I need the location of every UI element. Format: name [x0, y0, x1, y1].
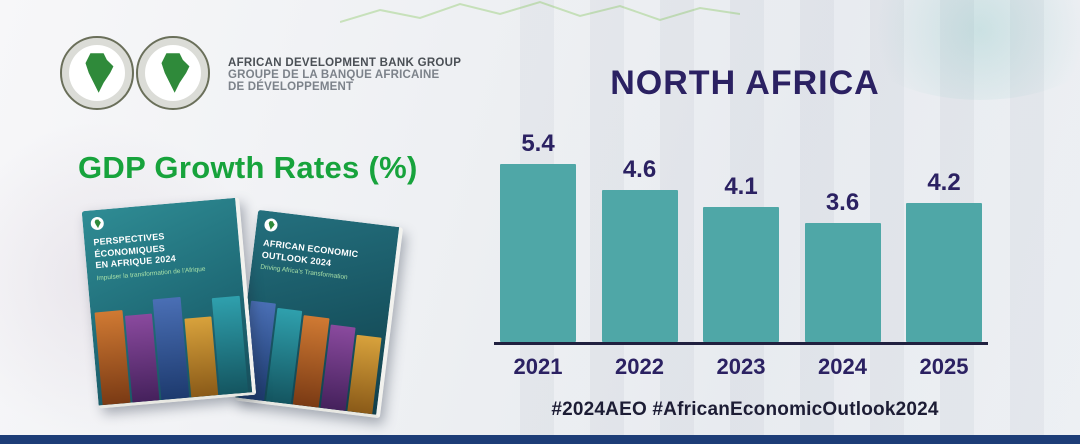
bank-group-name: AFRICAN DEVELOPMENT BANK GROUP GROUPE DE… — [228, 53, 461, 93]
hashtags-text: #2024AEO #AfricanEconomicOutlook2024 — [551, 399, 939, 420]
bar — [906, 203, 982, 342]
bank-group-line2: GROUPE DE LA BANQUE AFRICAINE — [228, 69, 440, 81]
bar — [601, 190, 678, 342]
montage-strip — [152, 296, 190, 401]
montage-strip — [184, 316, 219, 398]
bar-column: 5.4 — [500, 130, 576, 342]
cover-header — [255, 210, 399, 250]
trend-line-decoration-icon — [340, 0, 740, 23]
aeo-french-cover: PERSPECTIVES ÉCONOMIQUES EN AFRIQUE 2024… — [81, 197, 257, 409]
gdp-bar-chart: 5.4 4.6 4.1 3.6 4.2 2021 2022 2023 2024 2025 — [494, 126, 988, 380]
africa-map-icon — [85, 53, 114, 93]
afdb-mini-logo-icon — [263, 217, 279, 233]
bar-column: 4.6 — [601, 156, 678, 342]
year-label: 2021 — [513, 354, 563, 379]
afdb-mini-logo-icon — [90, 216, 105, 231]
afdb-logo-icon — [60, 36, 134, 110]
x-axis-line — [494, 342, 988, 345]
year-label: 2025 — [919, 354, 969, 379]
aeo-english-cover: AFRICAN ECONOMIC OUTLOOK 2024 Driving Af… — [234, 209, 404, 419]
bar-column: 4.1 — [703, 173, 779, 342]
bar-chart: 5.4 4.6 4.1 3.6 4.2 — [494, 126, 988, 342]
x-axis-labels: 2021 2022 2023 2024 2025 — [494, 354, 988, 380]
montage-strip — [212, 295, 249, 395]
bar — [804, 223, 881, 342]
bottom-accent-bar — [0, 435, 1080, 444]
bar-value-label: 5.4 — [521, 130, 555, 157]
report-covers: AFRICAN ECONOMIC OUTLOOK 2024 Driving Af… — [78, 197, 418, 434]
bank-group-line1: AFRICAN DEVELOPMENT BANK GROUP — [228, 57, 462, 69]
bar-column: 4.2 — [906, 169, 982, 342]
header-logo-row: AFRICAN DEVELOPMENT BANK GROUP GROUPE DE… — [60, 36, 461, 110]
bar-value-label: 4.1 — [724, 173, 758, 200]
year-label: 2023 — [716, 354, 766, 379]
bar-value-label: 4.6 — [622, 156, 657, 183]
bar — [500, 164, 576, 342]
cover-photo-montage — [235, 300, 388, 415]
gdp-growth-title: GDP Growth Rates (%) — [78, 150, 418, 185]
adf-logo-icon — [136, 36, 210, 110]
bar-column: 3.6 — [804, 189, 881, 342]
year-label: 2024 — [818, 354, 867, 379]
region-title: NORTH AFRICA — [610, 64, 880, 102]
bar-value-label: 4.2 — [927, 169, 961, 196]
africa-map-icon — [161, 53, 190, 93]
year-label: 2022 — [615, 354, 664, 379]
cover-photo-montage — [90, 291, 252, 406]
bar-value-label: 3.6 — [825, 189, 860, 216]
cover-header — [82, 198, 237, 234]
bar — [703, 207, 779, 342]
bank-group-line3: DE DÉVELOPPEMENT — [228, 81, 354, 93]
